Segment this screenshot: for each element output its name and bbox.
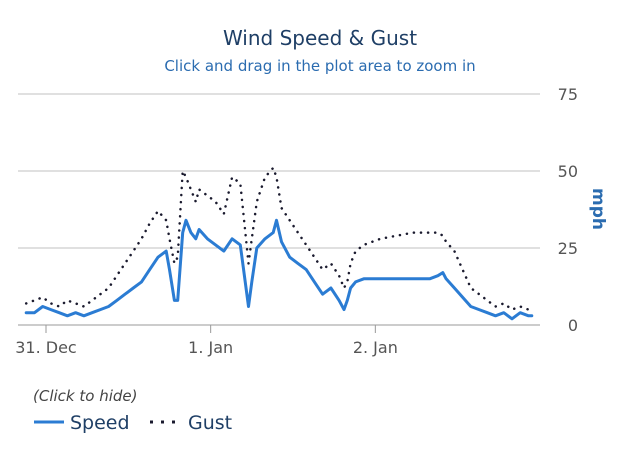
y-tick-label: 0 xyxy=(568,316,578,335)
x-tick-label: 1. Jan xyxy=(188,338,233,357)
y-axis-ticks: 0 25 50 75 xyxy=(558,85,578,335)
legend-hint: (Click to hide) xyxy=(33,387,137,405)
x-tick-label: 31. Dec xyxy=(15,338,77,357)
legend-label-gust: Gust xyxy=(188,412,232,434)
legend-item-gust[interactable]: Gust xyxy=(150,412,232,434)
series-line-gust[interactable] xyxy=(24,166,534,311)
legend-label-speed: Speed xyxy=(70,412,130,434)
y-tick-label: 50 xyxy=(558,162,578,181)
legend-item-speed[interactable]: Speed xyxy=(34,412,130,434)
chart-title: Wind Speed & Gust xyxy=(223,26,417,50)
y-axis-label: mph xyxy=(588,188,608,230)
x-axis-ticks: 31. Dec 1. Jan 2. Jan xyxy=(15,325,398,357)
grid-lines xyxy=(18,93,540,326)
x-tick-label: 2. Jan xyxy=(353,338,398,357)
y-tick-label: 75 xyxy=(558,85,578,104)
plot-area[interactable] xyxy=(24,166,534,321)
chart-subtitle: Click and drag in the plot area to zoom … xyxy=(164,57,475,75)
y-tick-label: 25 xyxy=(558,239,578,258)
series-line-speed[interactable] xyxy=(24,218,534,321)
